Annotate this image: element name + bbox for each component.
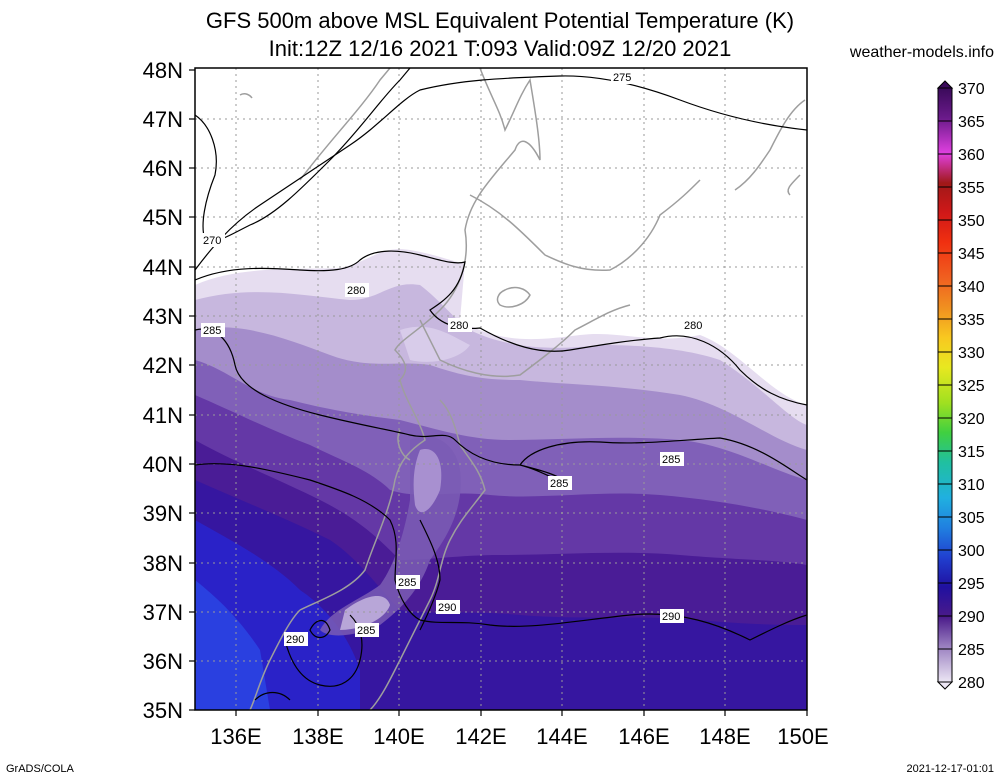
colorbar-label-360: 360 (958, 147, 985, 164)
colorbar-label-320: 320 (958, 411, 985, 428)
lon-label-140e: 140E (373, 724, 424, 749)
footer-timestamp: 2021-12-17-01:01 (906, 763, 994, 775)
lat-label-41n: 41N (143, 403, 183, 428)
colorbar-label-310: 310 (958, 477, 985, 494)
colorbar: 370 365 360 355 350 345 340 335 330 325 … (936, 80, 985, 692)
lat-label-39n: 39N (143, 501, 183, 526)
site-credit: weather-models.info (849, 44, 994, 61)
contour-label-280-b: 280 (450, 320, 468, 332)
colorbar-label-330: 330 (958, 345, 985, 362)
contour-label-280-a: 280 (347, 285, 365, 297)
footer-software: GrADS/COLA (6, 763, 74, 775)
map-subtitle: Init:12Z 12/16 2021 T:093 Valid:09Z 12/2… (268, 36, 732, 61)
lat-label-47n: 47N (143, 107, 183, 132)
contour-label-285-c: 285 (550, 478, 568, 490)
lon-label-148e: 148E (699, 724, 750, 749)
contour-labels: 275 270 280 280 280 285 285 285 285 290 … (201, 70, 706, 646)
coastline (239, 68, 806, 710)
colorbar-label-350: 350 (958, 213, 985, 230)
contours (195, 68, 807, 701)
colorbar-label-340: 340 (958, 279, 985, 296)
lon-label-150e: 150E (777, 724, 828, 749)
colorbar-label-365: 365 (958, 114, 985, 131)
lat-label-37n: 37N (143, 600, 183, 625)
colorbar-label-345: 345 (958, 246, 985, 263)
lat-label-36n: 36N (143, 649, 183, 674)
lon-label-146e: 146E (618, 724, 669, 749)
contour-label-285-d: 285 (398, 577, 416, 589)
lat-label-35n: 35N (143, 698, 183, 723)
map-title: GFS 500m above MSL Equivalent Potential … (205, 8, 795, 33)
lon-label-136e: 136E (210, 724, 261, 749)
colorbar-label-285: 285 (958, 642, 985, 659)
colorbar-label-300: 300 (958, 543, 985, 560)
contour-label-270: 270 (203, 235, 221, 247)
colorbar-label-305: 305 (958, 510, 985, 527)
colorbar-label-290: 290 (958, 609, 985, 626)
contour-label-285-a: 285 (203, 325, 221, 337)
colorbar-label-355: 355 (958, 180, 985, 197)
lon-label-142e: 142E (455, 724, 506, 749)
colorbar-label-280: 280 (958, 675, 985, 692)
lat-label-48n: 48N (143, 58, 183, 83)
longitude-labels: 136E 138E 140E 142E 144E 146E 148E 150E (210, 724, 828, 749)
contour-label-280-c: 280 (684, 320, 702, 332)
contour-label-275: 275 (613, 72, 631, 84)
lat-label-46n: 46N (143, 156, 183, 181)
lon-label-138e: 138E (292, 724, 343, 749)
lat-label-40n: 40N (143, 452, 183, 477)
lat-label-42n: 42N (143, 353, 183, 378)
contour-label-290-a: 290 (438, 602, 456, 614)
colorbar-label-370: 370 (958, 81, 985, 98)
plot-frame (194, 67, 808, 711)
contour-label-285-e: 285 (357, 625, 375, 637)
lat-label-43n: 43N (143, 304, 183, 329)
colorbar-label-325: 325 (958, 378, 985, 395)
colorbar-label-315: 315 (958, 444, 985, 461)
lat-label-38n: 38N (143, 551, 183, 576)
contour-label-285-b: 285 (662, 454, 680, 466)
theta-e-field: 275 270 280 280 280 285 285 285 285 290 … (195, 68, 807, 710)
lon-label-144e: 144E (536, 724, 587, 749)
lat-label-44n: 44N (143, 255, 183, 280)
colorbar-label-295: 295 (958, 576, 985, 593)
latitude-labels: 48N 47N 46N 45N 44N 43N 42N 41N 40N 39N … (143, 58, 183, 723)
contour-label-290-c: 290 (286, 634, 304, 646)
contour-label-290-b: 290 (662, 611, 680, 623)
colorbar-label-335: 335 (958, 312, 985, 329)
lat-label-45n: 45N (143, 205, 183, 230)
